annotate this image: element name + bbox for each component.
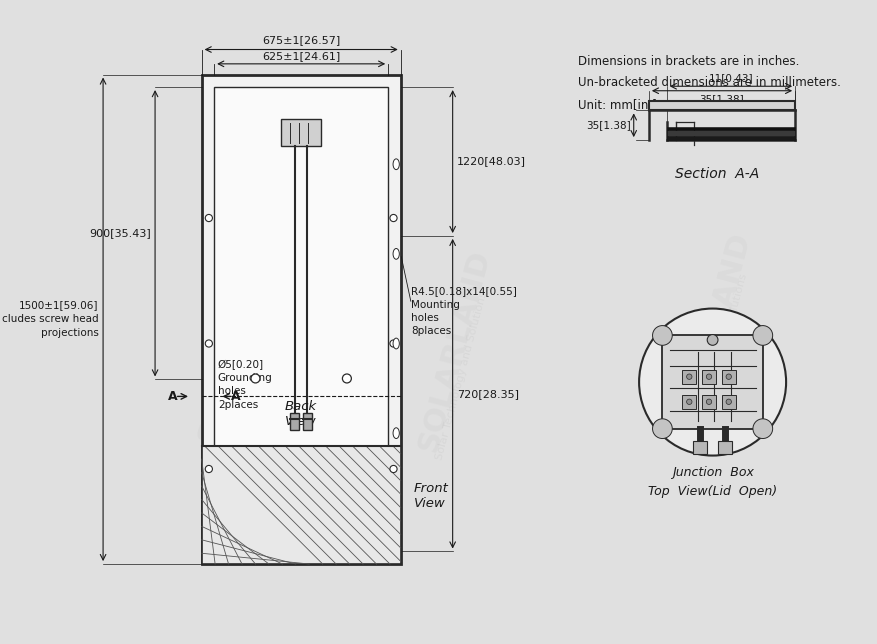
Text: A: A — [168, 390, 178, 403]
Ellipse shape — [393, 428, 399, 439]
Text: A: A — [231, 390, 240, 403]
Bar — [648, 102, 795, 111]
Bar — [661, 336, 762, 429]
Text: Solar Technology and Solutions: Solar Technology and Solutions — [434, 290, 488, 461]
Bar — [701, 395, 716, 409]
Circle shape — [205, 466, 212, 473]
Circle shape — [705, 399, 711, 404]
Text: 675±1[26.57]: 675±1[26.57] — [261, 35, 340, 45]
Circle shape — [652, 326, 672, 345]
Bar — [721, 370, 735, 384]
Text: Dimensions in brackets are in inches.: Dimensions in brackets are in inches. — [577, 55, 799, 68]
Bar — [303, 413, 311, 430]
Text: Ø5[0.20]
Grounding
holes
2places: Ø5[0.20] Grounding holes 2places — [217, 360, 272, 410]
Text: Back
View: Back View — [285, 400, 317, 428]
Bar — [701, 370, 716, 384]
Bar — [282, 119, 320, 146]
Text: 625±1[24.61]: 625±1[24.61] — [261, 51, 340, 61]
Circle shape — [389, 340, 396, 347]
Circle shape — [652, 419, 672, 439]
Bar — [667, 127, 795, 130]
Text: Section  A-A: Section A-A — [674, 167, 758, 181]
Circle shape — [389, 466, 396, 473]
Text: 35[1.38]: 35[1.38] — [699, 94, 744, 104]
Circle shape — [705, 374, 711, 379]
Ellipse shape — [393, 159, 399, 169]
Bar — [681, 370, 695, 384]
Circle shape — [205, 340, 212, 347]
Ellipse shape — [393, 249, 399, 260]
Bar — [717, 441, 731, 454]
Circle shape — [725, 399, 731, 404]
Text: 900[35.43]: 900[35.43] — [89, 228, 152, 238]
Bar — [721, 395, 735, 409]
Text: Unit: mm[in.]: Unit: mm[in.] — [577, 98, 656, 111]
Text: Solar Technology and Solutions: Solar Technology and Solutions — [215, 281, 269, 452]
Bar — [202, 75, 400, 564]
Circle shape — [725, 374, 731, 379]
Text: 720[28.35]: 720[28.35] — [457, 389, 518, 399]
Bar — [681, 395, 695, 409]
Text: Solar Technology and Solutions: Solar Technology and Solutions — [694, 272, 748, 443]
Bar — [290, 413, 299, 430]
Circle shape — [389, 214, 396, 222]
Circle shape — [706, 334, 717, 345]
Text: SOLARLAND: SOLARLAND — [413, 247, 495, 455]
Text: 11[0.43]: 11[0.43] — [708, 73, 752, 82]
Bar — [214, 87, 388, 551]
Bar — [202, 446, 400, 564]
Circle shape — [205, 214, 212, 222]
Circle shape — [752, 326, 772, 345]
Circle shape — [638, 308, 785, 455]
Text: SOLARLAND: SOLARLAND — [673, 229, 754, 437]
Text: 35[1.38]: 35[1.38] — [586, 120, 631, 130]
Text: Front
View: Front View — [414, 482, 448, 510]
Text: Junction  Box
Top  View(Lid  Open): Junction Box Top View(Lid Open) — [647, 466, 776, 498]
Text: ®: ® — [317, 274, 325, 283]
Circle shape — [251, 374, 260, 383]
Circle shape — [686, 374, 691, 379]
Text: R4.5[0.18]x14[0.55]
Mounting
holes
8places: R4.5[0.18]x14[0.55] Mounting holes 8plac… — [411, 287, 517, 336]
Ellipse shape — [393, 338, 399, 349]
Text: 1220[48.03]: 1220[48.03] — [457, 156, 525, 167]
Text: 1500±1[59.06]
cludes screw head
projections: 1500±1[59.06] cludes screw head projecti… — [2, 300, 98, 338]
Bar — [692, 441, 706, 454]
Text: Un-bracketed dimensions are in millimeters.: Un-bracketed dimensions are in millimete… — [577, 77, 840, 90]
Bar — [667, 135, 795, 140]
Bar — [667, 130, 795, 135]
Text: SOLARLAND: SOLARLAND — [194, 238, 275, 446]
Circle shape — [752, 419, 772, 439]
Circle shape — [686, 399, 691, 404]
Circle shape — [342, 374, 351, 383]
